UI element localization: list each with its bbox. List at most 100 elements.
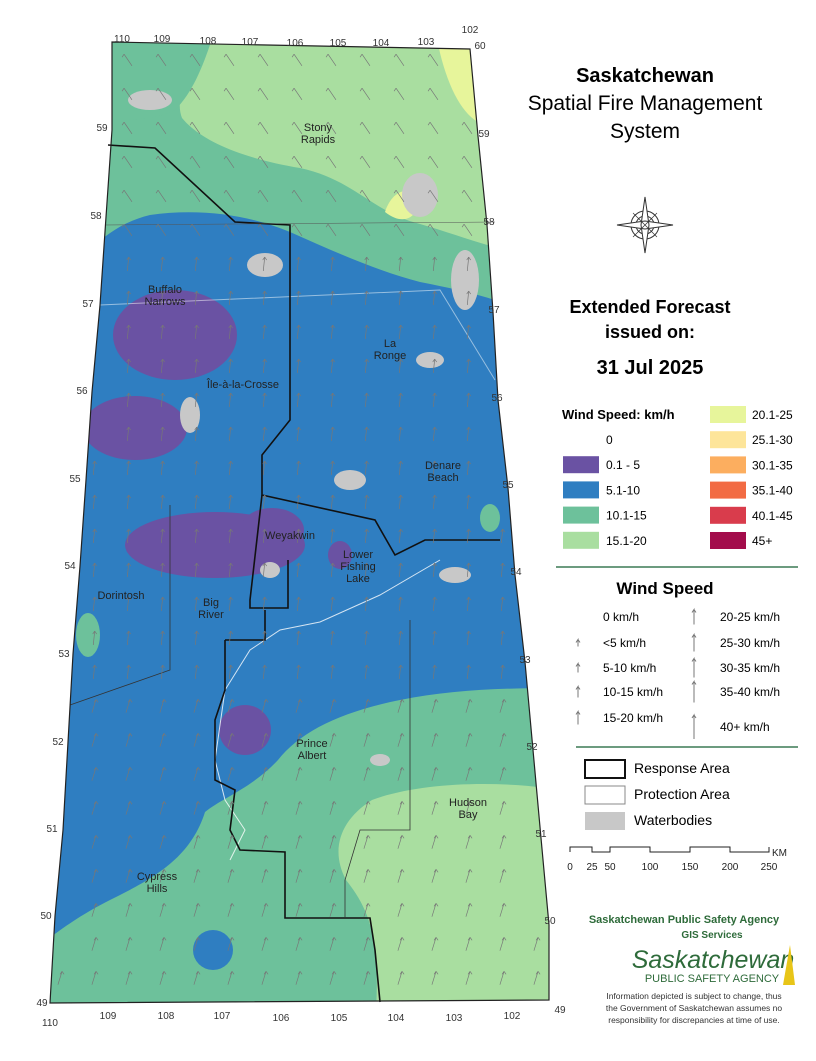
wind-arrow: [466, 562, 471, 577]
wind-arrow: [296, 630, 301, 645]
wind-arrow: [121, 122, 133, 134]
legend-arrow: [691, 607, 697, 625]
wind-arrow: [330, 664, 335, 679]
wind-arrow: [397, 835, 405, 849]
wind-arrow: [397, 733, 405, 747]
wind-arrow: [330, 596, 335, 611]
place-name: Hudson: [449, 797, 487, 809]
wind-arrow: [160, 664, 165, 679]
wind-arrow: [295, 699, 303, 713]
wind-arrow: [159, 801, 167, 815]
wind-arrow: [291, 190, 303, 202]
place-name: Île-à-la-Crosse: [206, 378, 279, 391]
wind-arrow: [431, 801, 439, 815]
graticule-label: 50: [544, 916, 556, 927]
place-name: Hills: [147, 883, 168, 895]
wind-arrow: [223, 156, 235, 168]
wind-arrow: [193, 937, 201, 951]
place-name: Bay: [459, 809, 478, 821]
forecast-label: Extended Forecast: [569, 297, 730, 317]
wind-arrow: [91, 971, 99, 985]
wind-arrow: [329, 937, 337, 951]
legend-swatch: [710, 406, 746, 423]
wind-arrow: [160, 358, 165, 373]
wind-arrow: [465, 937, 473, 951]
wind-arrow: [159, 835, 167, 849]
legend-label: 30.1-35: [752, 458, 793, 472]
wind-arrow: [261, 767, 269, 781]
wind-arrow: [125, 767, 133, 781]
graticule-label: 49: [554, 1005, 566, 1016]
wind-arrow: [364, 392, 369, 407]
wind-arrow: [397, 699, 405, 713]
wind-arrow: [325, 190, 337, 202]
wind-arrow: [465, 971, 473, 985]
wind-arrow: [397, 971, 405, 985]
wind-arrow: [499, 903, 507, 917]
wind-arrow: [92, 494, 97, 509]
wind-arrow: [363, 767, 371, 781]
scale-label: 100: [642, 862, 659, 873]
wind-arrow: [223, 190, 235, 202]
legend-label: 5.1-10: [606, 483, 640, 497]
graticule-label: 103: [446, 1013, 463, 1024]
wind-arrow: [363, 733, 371, 747]
wind-arrow: [155, 88, 167, 100]
wind-arrow: [194, 392, 199, 407]
wind-arrow: [262, 392, 267, 407]
scale-label: 150: [682, 862, 699, 873]
wind-arrow: [359, 122, 371, 134]
wind-arrow: [295, 971, 303, 985]
graticule-label: 109: [100, 1011, 117, 1022]
wind-arrow: [295, 903, 303, 917]
graticule-label: 51: [535, 829, 547, 840]
legend-label: 30-35 km/h: [720, 661, 780, 675]
wind-arrow: [194, 494, 199, 509]
wind-arrow: [193, 869, 201, 883]
wind-arrow: [159, 699, 167, 713]
wind-arrow: [160, 426, 165, 441]
wind-arrow: [432, 426, 437, 441]
wind-arrow: [160, 460, 165, 475]
wind-arrow: [363, 835, 371, 849]
wind-arrow: [500, 664, 505, 679]
graticule-label: 54: [64, 561, 76, 572]
wind-arrow: [228, 596, 233, 611]
wind-arrow: [228, 630, 233, 645]
wind-arrow: [91, 869, 99, 883]
wind-arrow: [330, 528, 335, 543]
wind-arrow: [465, 835, 473, 849]
wind-arrow: [364, 426, 369, 441]
wind-arrow: [92, 460, 97, 475]
wind-arrow: [499, 733, 507, 747]
wind-arrow: [194, 256, 199, 271]
wind-arrow: [189, 54, 201, 66]
graticule-label: 107: [214, 1011, 231, 1022]
wind-arrow: [364, 562, 369, 577]
wind-arrow: [125, 835, 133, 849]
wind-arrow: [465, 767, 473, 781]
wind-arrow: [359, 156, 371, 168]
wind-arrow: [189, 190, 201, 202]
wind-arrow: [499, 937, 507, 951]
legend-label: 15-20 km/h: [603, 711, 663, 725]
wind-arrow: [291, 88, 303, 100]
wind-arrow: [466, 426, 471, 441]
legend-label: Response Area: [634, 760, 730, 776]
wind-arrow: [466, 256, 471, 271]
wind-arrow: [159, 903, 167, 917]
wind-arrow: [57, 971, 65, 985]
wind-arrow: [364, 460, 369, 475]
wind-arrow: [92, 630, 97, 645]
wind-arrow: [330, 494, 335, 509]
wind-arrow: [330, 630, 335, 645]
legend-label: 0 km/h: [603, 610, 639, 624]
wind-arrow: [228, 664, 233, 679]
wind-arrow: [466, 290, 471, 305]
wind-arrow: [296, 426, 301, 441]
wind-arrow: [296, 664, 301, 679]
wind-arrow: [126, 392, 131, 407]
wind-arrow: [227, 733, 235, 747]
wind-arrow: [330, 256, 335, 271]
